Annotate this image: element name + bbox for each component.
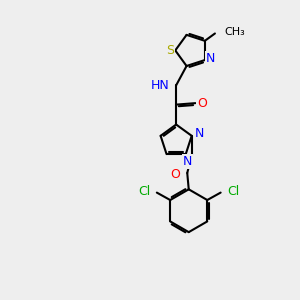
Text: S: S xyxy=(166,44,174,57)
Text: N: N xyxy=(183,155,192,168)
Text: Cl: Cl xyxy=(138,184,150,198)
Text: N: N xyxy=(206,52,215,65)
Text: O: O xyxy=(170,168,180,181)
Text: N: N xyxy=(194,127,204,140)
Text: O: O xyxy=(197,97,207,110)
Text: CH₃: CH₃ xyxy=(224,27,245,37)
Text: Cl: Cl xyxy=(227,184,239,198)
Text: HN: HN xyxy=(151,79,170,92)
